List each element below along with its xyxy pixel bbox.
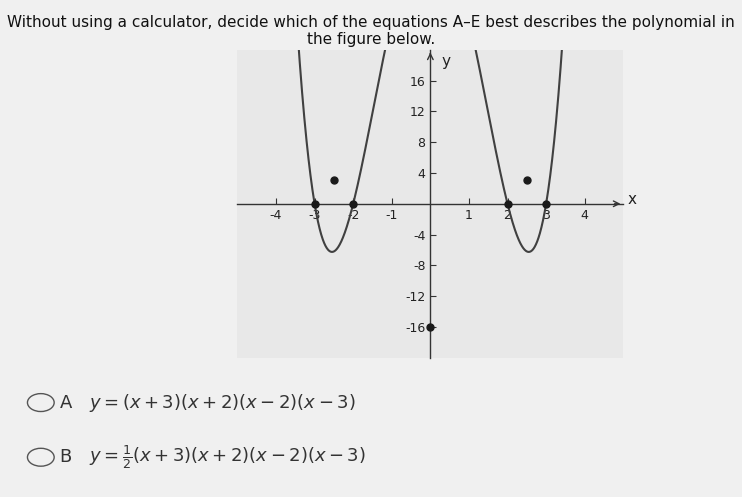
Text: $y = (x + 3)(x + 2)(x - 2)(x - 3)$: $y = (x + 3)(x + 2)(x - 2)(x - 3)$	[89, 392, 355, 414]
Text: A: A	[59, 394, 72, 412]
Text: B: B	[59, 448, 72, 466]
Text: Without using a calculator, decide which of the equations A–E best describes the: Without using a calculator, decide which…	[7, 15, 735, 47]
Text: y: y	[442, 54, 451, 69]
Text: $y = \frac{1}{2}(x + 3)(x + 2)(x - 2)(x - 3)$: $y = \frac{1}{2}(x + 3)(x + 2)(x - 2)(x …	[89, 443, 366, 471]
Text: x: x	[627, 192, 636, 207]
